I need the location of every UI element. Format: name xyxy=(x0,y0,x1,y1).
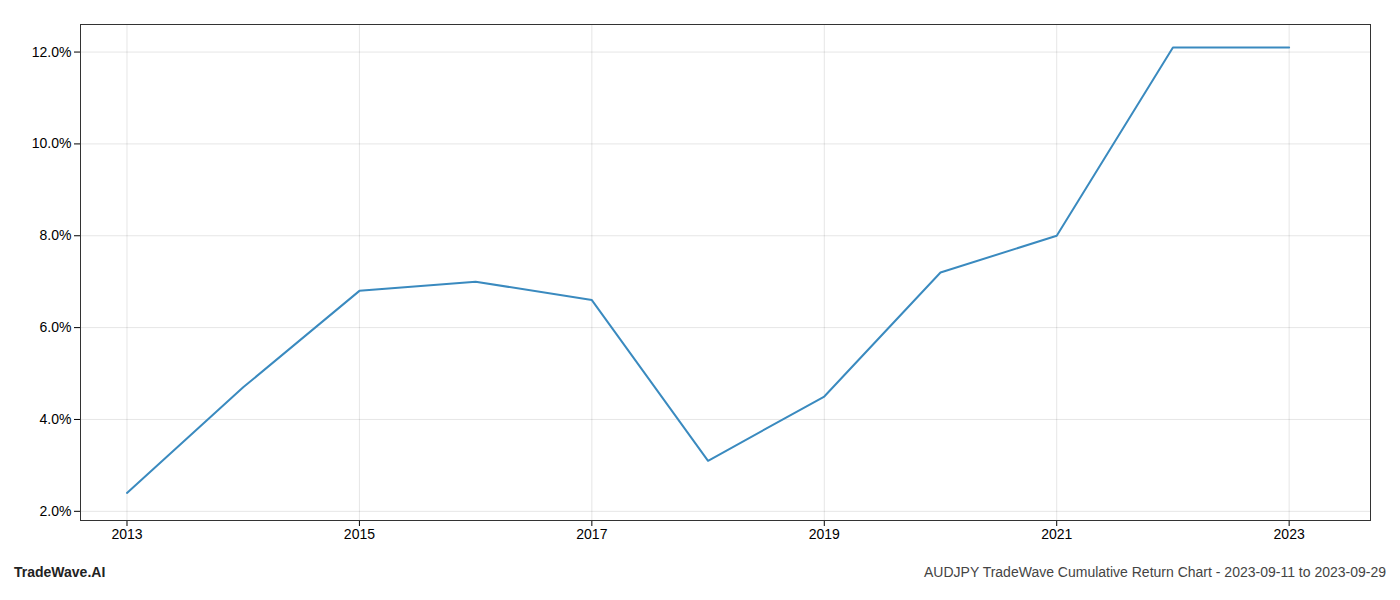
svg-text:10.0%: 10.0% xyxy=(32,135,72,151)
html-text:TradeWave.AI: TradeWave.AI xyxy=(14,564,106,580)
svg-text:12.0%: 12.0% xyxy=(32,44,72,60)
svg-text:2021: 2021 xyxy=(1041,526,1072,542)
html-text:AUDJPY TradeWave Cumulative Re: AUDJPY TradeWave Cumulative Return Chart… xyxy=(924,564,1386,580)
svg-text:2015: 2015 xyxy=(344,526,375,542)
svg-text:8.0%: 8.0% xyxy=(40,227,72,243)
svg-text:2.0%: 2.0% xyxy=(40,503,72,519)
svg-text:6.0%: 6.0% xyxy=(40,319,72,335)
svg-text:2023: 2023 xyxy=(1274,526,1305,542)
svg-text:2019: 2019 xyxy=(809,526,840,542)
svg-text:4.0%: 4.0% xyxy=(40,411,72,427)
svg-text:2017: 2017 xyxy=(576,526,607,542)
svg-text:2013: 2013 xyxy=(111,526,142,542)
